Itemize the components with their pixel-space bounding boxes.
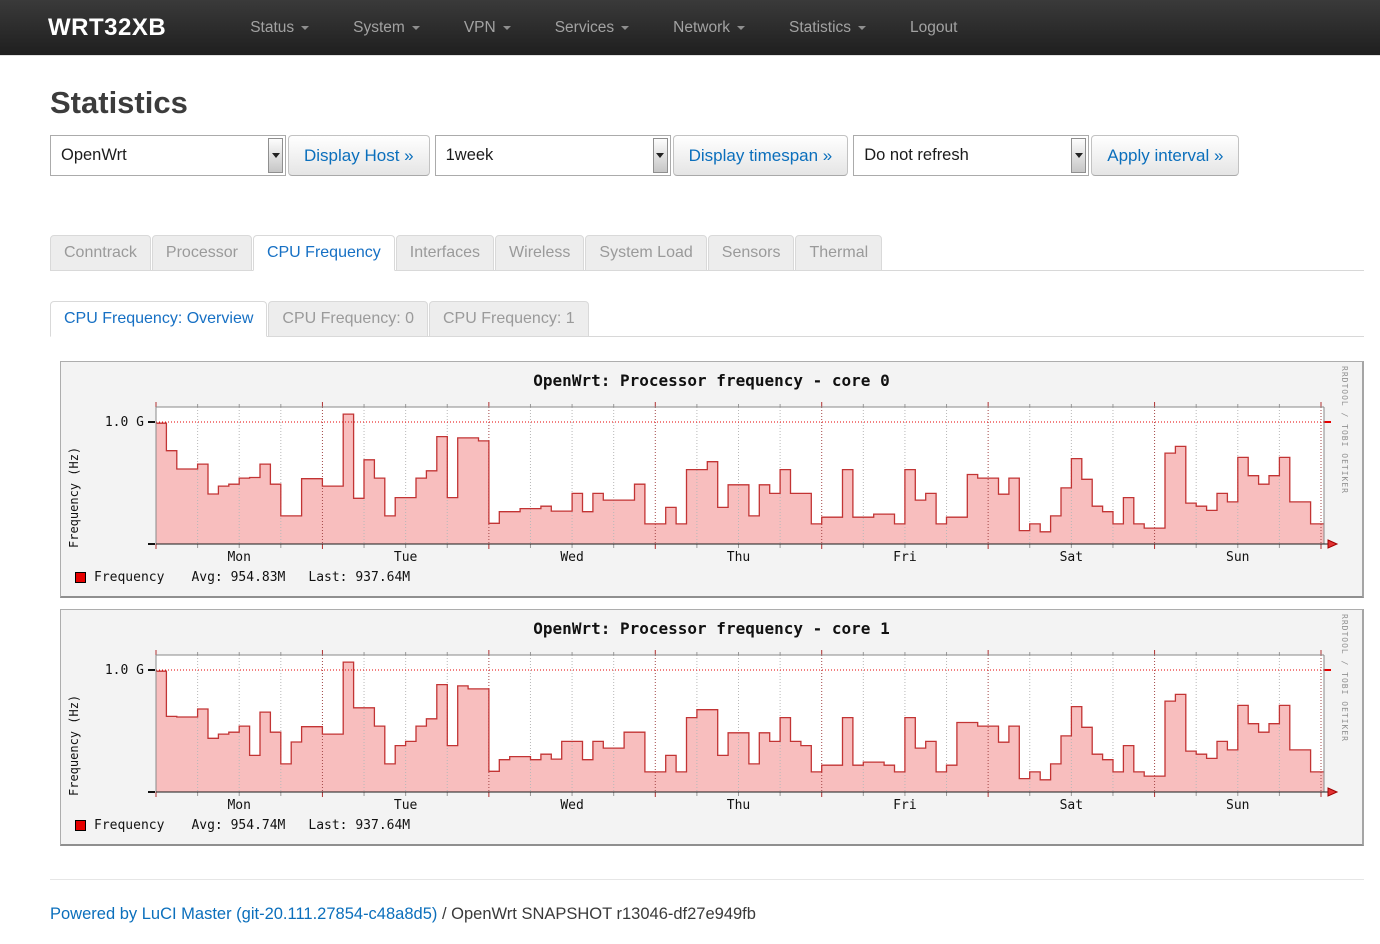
rrdtool-watermark: RRDTOOL / TOBI OETIKER — [1340, 366, 1349, 494]
svg-text:1.0 G: 1.0 G — [105, 415, 144, 430]
svg-text:Tue: Tue — [394, 798, 418, 813]
tab-wireless[interactable]: Wireless — [495, 235, 584, 271]
svg-text:Sat: Sat — [1060, 550, 1083, 565]
refresh-select[interactable]: Do not refresh — [853, 135, 1089, 176]
legend-avg-value: Avg: 954.83M — [191, 570, 285, 585]
cpufreq-subtabbar: CPU Frequency: OverviewCPU Frequency: 0C… — [50, 301, 1364, 337]
graph-legend: Frequency Avg: 954.83M Last: 937.64M — [75, 570, 410, 585]
tab-conntrack[interactable]: Conntrack — [50, 235, 151, 271]
rrd-graph-core0: OpenWrt: Processor frequency - core 0 Fr… — [60, 361, 1364, 598]
caret-down-icon — [412, 26, 420, 30]
footer: Powered by LuCI Master (git-20.111.27854… — [50, 879, 1364, 944]
tab-cpu-frequency[interactable]: CPU Frequency — [253, 235, 395, 271]
openwrt-version-text: / OpenWrt SNAPSHOT r13046-df27e949fb — [442, 905, 756, 923]
svg-text:Tue: Tue — [394, 550, 418, 565]
legend-color-swatch — [75, 820, 86, 831]
caret-down-icon — [503, 26, 511, 30]
chevron-down-icon[interactable] — [268, 138, 283, 173]
nav-statistics[interactable]: Statistics — [767, 0, 888, 55]
nav-vpn[interactable]: VPN — [442, 0, 533, 55]
caret-down-icon — [737, 26, 745, 30]
legend-avg-value: Avg: 954.74M — [191, 818, 285, 833]
svg-text:Fri: Fri — [893, 550, 916, 565]
tab-processor[interactable]: Processor — [152, 235, 252, 271]
subtab-cpu-frequency-1[interactable]: CPU Frequency: 1 — [429, 301, 589, 337]
rrd-graph-core1: OpenWrt: Processor frequency - core 1 Fr… — [60, 609, 1364, 846]
tab-sensors[interactable]: Sensors — [708, 235, 795, 271]
svg-text:Mon: Mon — [227, 798, 250, 813]
caret-down-icon — [621, 26, 629, 30]
page-title: Statistics — [50, 85, 1364, 121]
brand-logo[interactable]: WRT32XB — [48, 14, 166, 42]
graphs-container: OpenWrt: Processor frequency - core 0 Fr… — [60, 361, 1364, 846]
svg-text:Wed: Wed — [560, 550, 583, 565]
top-navbar: WRT32XB Status System VPN Services Netwo… — [0, 0, 1380, 55]
nav-network[interactable]: Network — [651, 0, 767, 55]
frequency-chart: 1.0 G Mon Tue Wed Thu Fri Sat Sun — [61, 362, 1361, 595]
svg-text:Wed: Wed — [560, 798, 583, 813]
timespan-select[interactable]: 1week — [435, 135, 671, 176]
svg-text:Fri: Fri — [893, 798, 916, 813]
graph-controls: OpenWrt Display Host » 1week Display tim… — [50, 135, 1364, 176]
tab-interfaces[interactable]: Interfaces — [396, 235, 494, 271]
apply-interval-button[interactable]: Apply interval » — [1091, 135, 1239, 176]
chevron-down-icon[interactable] — [1071, 138, 1086, 173]
tab-system-load[interactable]: System Load — [585, 235, 706, 271]
nav-status[interactable]: Status — [228, 0, 331, 55]
svg-text:1.0 G: 1.0 G — [105, 663, 144, 678]
display-host-button[interactable]: Display Host » — [288, 135, 430, 176]
subtab-cpu-frequency-0[interactable]: CPU Frequency: 0 — [268, 301, 428, 337]
nav-services[interactable]: Services — [533, 0, 651, 55]
caret-down-icon — [301, 26, 309, 30]
svg-text:Thu: Thu — [727, 798, 750, 813]
legend-last-value: Last: 937.64M — [308, 818, 410, 833]
svg-text:Sat: Sat — [1060, 798, 1083, 813]
luci-version-link[interactable]: Powered by LuCI Master (git-20.111.27854… — [50, 905, 437, 923]
svg-text:Mon: Mon — [227, 550, 250, 565]
svg-text:Thu: Thu — [727, 550, 750, 565]
legend-series-label: Frequency — [94, 570, 164, 585]
tab-thermal[interactable]: Thermal — [795, 235, 882, 271]
graph-legend: Frequency Avg: 954.74M Last: 937.64M — [75, 818, 410, 833]
svg-text:Sun: Sun — [1226, 798, 1249, 813]
subtab-cpu-frequency-overview[interactable]: CPU Frequency: Overview — [50, 301, 267, 337]
svg-text:Sun: Sun — [1226, 550, 1249, 565]
host-select[interactable]: OpenWrt — [50, 135, 286, 176]
nav-logout[interactable]: Logout — [888, 0, 979, 55]
legend-color-swatch — [75, 572, 86, 583]
rrdtool-watermark: RRDTOOL / TOBI OETIKER — [1340, 614, 1349, 742]
caret-down-icon — [858, 26, 866, 30]
frequency-chart: 1.0 G Mon Tue Wed Thu Fri Sat Sun — [61, 610, 1361, 843]
main-content: Statistics OpenWrt Display Host » 1week … — [0, 85, 1380, 944]
legend-series-label: Frequency — [94, 818, 164, 833]
legend-last-value: Last: 937.64M — [308, 570, 410, 585]
nav-system[interactable]: System — [331, 0, 442, 55]
display-timespan-button[interactable]: Display timespan » — [673, 135, 849, 176]
chevron-down-icon[interactable] — [653, 138, 668, 173]
stats-tabbar: ConntrackProcessorCPU FrequencyInterface… — [50, 235, 1364, 271]
